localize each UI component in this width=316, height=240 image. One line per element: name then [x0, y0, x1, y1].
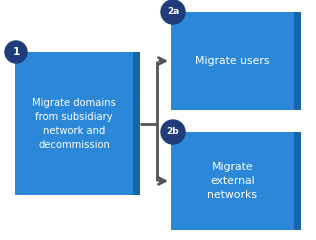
- Text: Migrate domains
from subsidiary
network and
decommission: Migrate domains from subsidiary network …: [32, 97, 116, 150]
- Circle shape: [5, 41, 27, 63]
- Text: 1: 1: [12, 47, 20, 57]
- Circle shape: [161, 0, 185, 24]
- Bar: [133, 52, 140, 195]
- Text: 2b: 2b: [167, 127, 179, 137]
- Circle shape: [161, 120, 185, 144]
- Bar: [171, 132, 301, 230]
- Bar: [294, 12, 301, 110]
- Text: Migrate users: Migrate users: [195, 56, 270, 66]
- Text: 2a: 2a: [167, 7, 179, 17]
- Text: Migrate
external
networks: Migrate external networks: [208, 162, 258, 200]
- Bar: [294, 132, 301, 230]
- Bar: [171, 12, 301, 110]
- Bar: [15, 52, 140, 195]
